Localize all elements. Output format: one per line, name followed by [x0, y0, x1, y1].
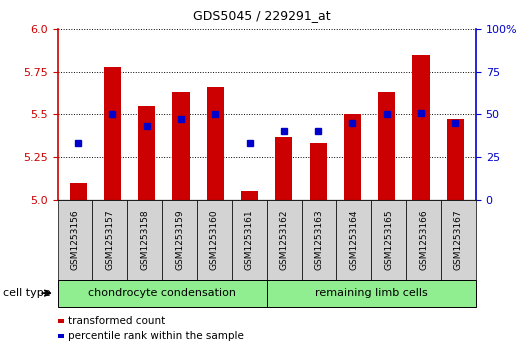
Text: GSM1253165: GSM1253165 [384, 209, 393, 270]
Bar [413, 55, 429, 200]
Bar [441, 200, 476, 280]
Bar [275, 136, 292, 200]
Bar [173, 92, 189, 200]
Text: GSM1253162: GSM1253162 [280, 209, 289, 270]
Bar [138, 106, 155, 200]
Bar [378, 92, 395, 200]
Text: chondrocyte condensation: chondrocyte condensation [88, 288, 236, 298]
Bar [58, 334, 64, 338]
Text: transformed count: transformed count [68, 316, 165, 326]
Bar [302, 200, 336, 280]
Text: GSM1253166: GSM1253166 [419, 209, 428, 270]
Bar [162, 200, 197, 280]
Text: GSM1253167: GSM1253167 [454, 209, 463, 270]
Text: GSM1253156: GSM1253156 [71, 209, 79, 270]
Bar [267, 280, 476, 307]
Text: percentile rank within the sample: percentile rank within the sample [68, 331, 244, 341]
Bar [447, 119, 464, 200]
Bar [344, 114, 361, 200]
Bar [232, 200, 267, 280]
Bar [267, 200, 302, 280]
Bar [93, 200, 127, 280]
Bar [207, 87, 224, 200]
Bar [58, 319, 64, 323]
Bar [197, 200, 232, 280]
Text: GSM1253159: GSM1253159 [175, 209, 184, 270]
Bar [58, 200, 93, 280]
Text: cell type: cell type [3, 288, 50, 298]
Bar [241, 191, 258, 200]
Bar [127, 200, 162, 280]
Bar [406, 200, 441, 280]
Bar [310, 143, 327, 200]
Text: GSM1253161: GSM1253161 [245, 209, 254, 270]
Text: remaining limb cells: remaining limb cells [315, 288, 428, 298]
Bar [70, 183, 87, 200]
Text: GSM1253163: GSM1253163 [314, 209, 324, 270]
Bar [58, 280, 267, 307]
Text: GSM1253160: GSM1253160 [210, 209, 219, 270]
Bar [104, 66, 121, 200]
Text: GSM1253157: GSM1253157 [105, 209, 115, 270]
Bar [371, 200, 406, 280]
Text: GDS5045 / 229291_at: GDS5045 / 229291_at [192, 9, 331, 22]
Text: GSM1253158: GSM1253158 [140, 209, 149, 270]
Bar [336, 200, 371, 280]
Text: GSM1253164: GSM1253164 [349, 209, 358, 270]
